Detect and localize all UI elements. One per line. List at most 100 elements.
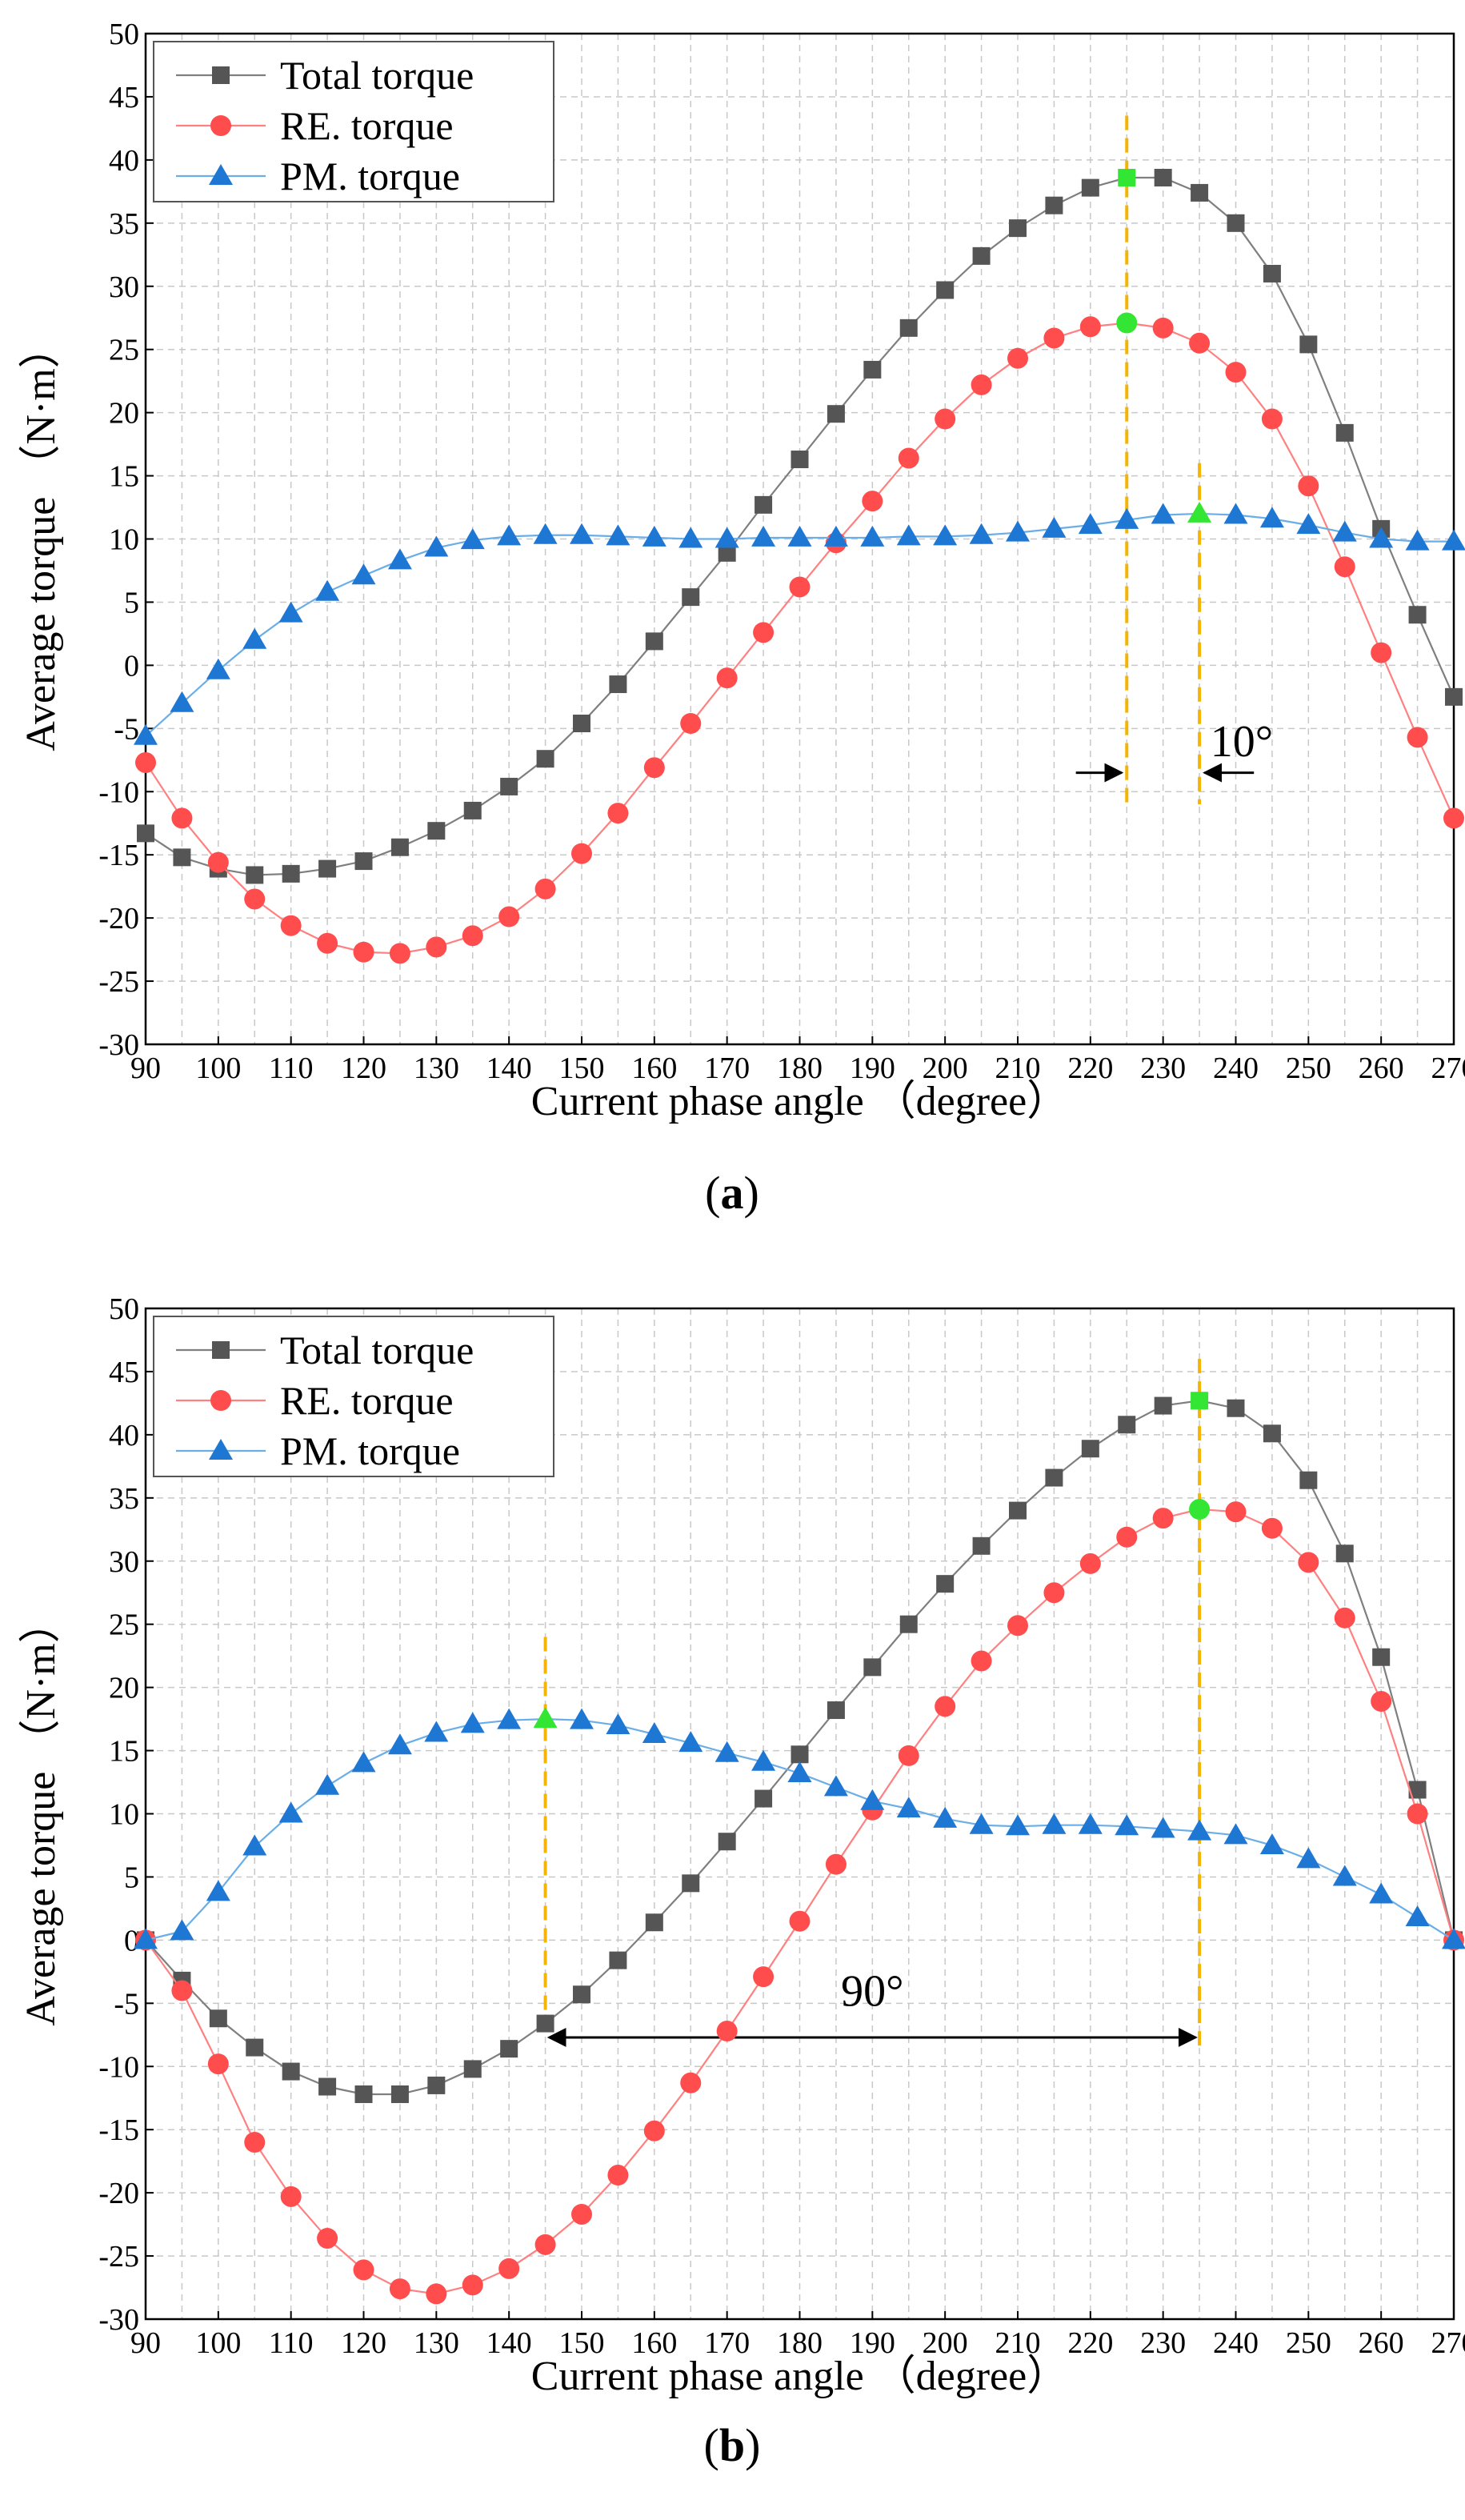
data-point [460,528,485,550]
y-tick-label: 30 [109,270,139,304]
data-point [242,627,267,649]
data-point [1372,1648,1391,1666]
data-point [571,843,592,864]
data-point [170,691,194,712]
data-point [498,2258,520,2279]
data-point [244,2131,266,2153]
data-point [642,525,666,547]
series-re-torque [135,1499,1464,2305]
x-tick-label: 140 [486,1052,532,1085]
caption-letter: b [719,2419,745,2471]
data-point [462,925,483,947]
legend-label: PM. torque [280,1428,460,1473]
data-point [645,1913,663,1932]
data-point [825,1853,847,1875]
data-point [1152,1508,1174,1529]
caption-close: ) [744,1167,759,1219]
legend-marker [209,164,233,185]
x-tick-label: 230 [1140,2326,1186,2360]
legend: Total torque RE. torque PM. torque [153,41,554,202]
y-tick-label: 20 [109,1672,139,1705]
caption-open: ( [704,2419,719,2471]
y-tick-label: -25 [98,965,139,999]
x-axis-title: Current phase angle （degree） [531,2354,1068,2399]
y-tick-label: 0 [124,1924,139,1957]
y-tick-label: 0 [124,649,139,683]
x-tick-label: 140 [486,2326,532,2360]
legend-marker [210,115,231,136]
data-point [969,523,994,544]
y-tick-label: 15 [109,1735,139,1769]
data-point [1442,529,1465,551]
x-tick-label: 260 [1359,1052,1404,1085]
data-point [899,1615,918,1633]
data-point [642,1722,666,1744]
x-tick-label: 230 [1140,1052,1186,1085]
data-point [863,1658,882,1677]
data-point [1408,1781,1427,1799]
data-point [278,601,303,623]
data-point [463,2060,482,2078]
data-point [823,525,848,547]
y-tick-label: -30 [98,2303,139,2337]
caption-letter: a [721,1167,744,1219]
data-point [936,281,955,299]
data-point [533,523,558,544]
x-tick-label: 160 [631,2326,677,2360]
data-point [971,1650,992,1672]
data-point [1151,1817,1175,1838]
data-point [1006,1814,1030,1836]
data-point [207,2053,229,2075]
data-point [860,1789,885,1810]
annotation: 90° [543,1359,1202,2048]
y-tick-label: 35 [109,1482,139,1516]
x-tick-label: 110 [269,2326,314,2360]
y-tick-label: -20 [98,902,139,935]
data-point [246,2038,264,2057]
y-tick-label: 25 [109,1609,139,1642]
data-point [718,543,736,562]
data-point [497,524,522,546]
data-point [244,888,266,910]
data-point [1259,507,1284,528]
data-point [935,1696,956,1717]
data-point [1189,332,1211,354]
x-tick-label: 240 [1213,1052,1259,1085]
data-point [1259,1833,1284,1854]
y-tick-label: 30 [109,1545,139,1579]
legend-marker [212,66,230,84]
legend-label: Total torque [280,1328,474,1372]
panel-caption: (b) [704,2419,761,2471]
angle-annotation: 90° [841,1966,903,2016]
data-point [1118,1416,1136,1434]
x-tick-label: 100 [195,1052,241,1085]
x-tick-label: 190 [850,2326,895,2360]
x-tick-label: 250 [1286,2326,1331,2360]
chart-panel-b: 90 100 110 120 130 140 150 160 170 180 190 200 210 22… [18,1292,1465,2471]
data-point [1298,475,1319,497]
y-tick-label: 40 [109,144,139,178]
data-point [1261,1517,1283,1539]
y-tick-label: -20 [98,2177,139,2210]
data-point [714,1741,739,1762]
data-point [1296,1847,1321,1869]
data-point [1009,1501,1027,1520]
data-point [714,527,739,548]
data-point [462,2274,483,2296]
data-point [1115,507,1139,529]
data-point [315,579,340,601]
data-point [898,1745,919,1766]
grid [145,1308,1455,2320]
data-point [753,1966,775,1988]
data-point [898,447,919,469]
data-point [354,2085,373,2103]
data-point [427,2076,446,2094]
data-point [1081,1440,1099,1458]
data-point [318,2077,337,2096]
x-tick-label: 210 [995,1052,1041,1085]
data-point [206,1880,230,1901]
y-tick-label: -10 [98,775,139,809]
data-point [716,667,738,689]
